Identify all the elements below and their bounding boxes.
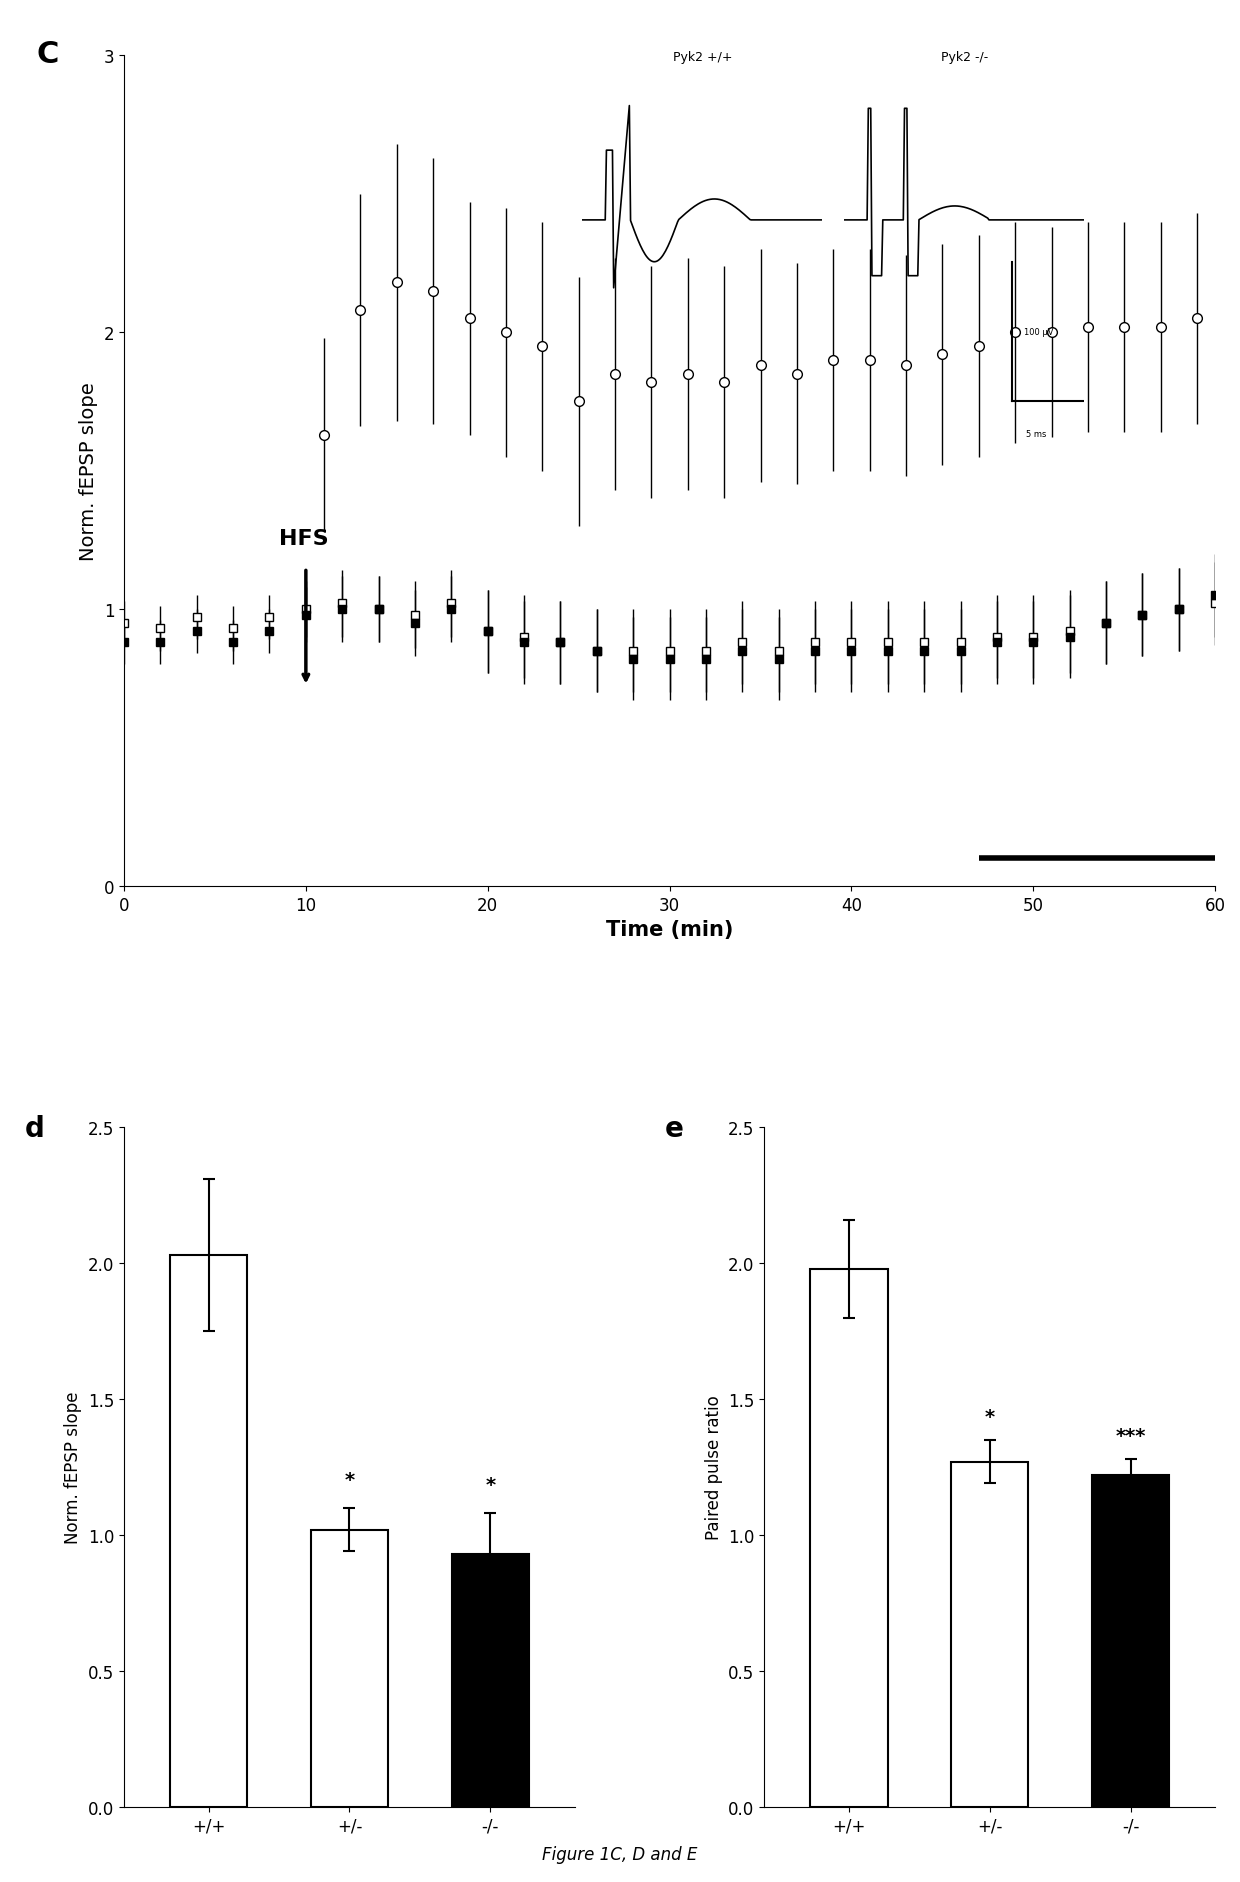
Text: *: * — [985, 1408, 994, 1427]
Bar — [311, 1530, 388, 1807]
Bar — [951, 1462, 1028, 1807]
Text: HFS: HFS — [279, 529, 329, 550]
X-axis label: Time (min): Time (min) — [606, 920, 733, 939]
Y-axis label: Paired pulse ratio: Paired pulse ratio — [704, 1395, 723, 1539]
Y-axis label: Norm. fEPSP slope: Norm. fEPSP slope — [79, 382, 98, 561]
Text: Figure 1C, D and E: Figure 1C, D and E — [542, 1844, 698, 1863]
Text: e: e — [665, 1114, 684, 1142]
Bar — [170, 1255, 247, 1807]
Bar — [451, 1555, 529, 1807]
Text: *: * — [345, 1470, 355, 1489]
Text: *: * — [485, 1475, 496, 1494]
Text: ***: *** — [1116, 1427, 1146, 1445]
Bar — [1092, 1475, 1169, 1807]
Text: C: C — [37, 40, 60, 70]
Text: d: d — [25, 1114, 45, 1142]
Bar — [810, 1268, 888, 1807]
Y-axis label: Norm. fEPSP slope: Norm. fEPSP slope — [64, 1391, 82, 1543]
